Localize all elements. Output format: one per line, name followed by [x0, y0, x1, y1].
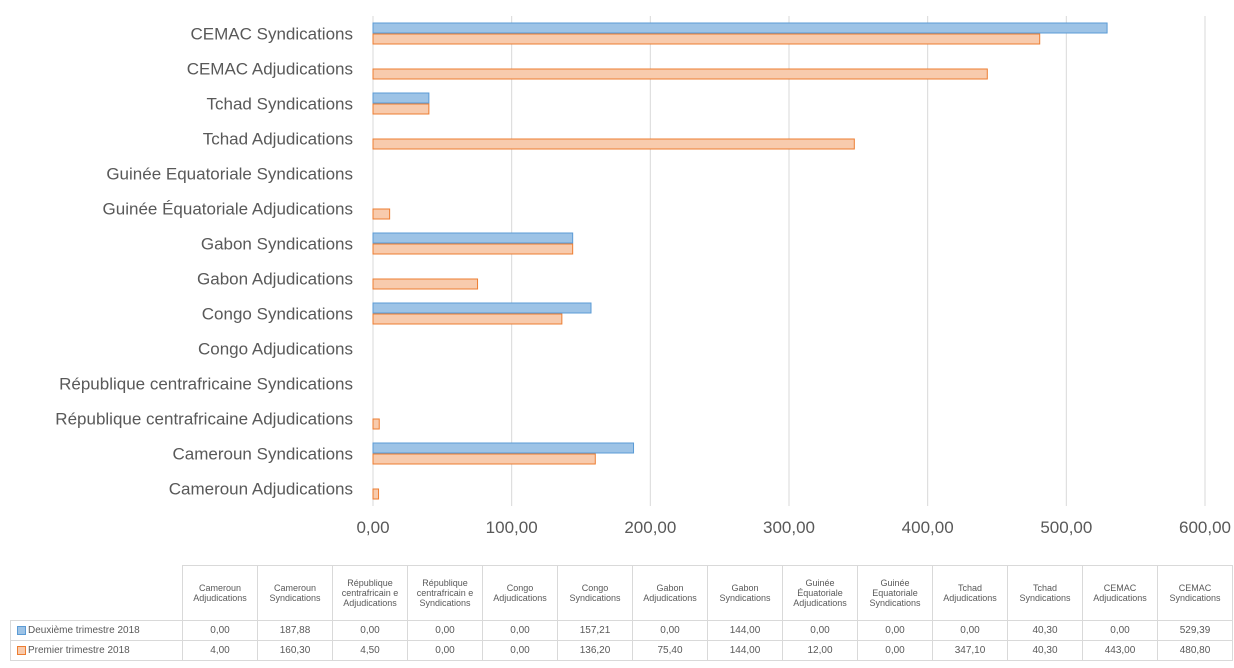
table-cell: 0,00 — [482, 640, 558, 661]
table-cell: 0,00 — [182, 620, 258, 641]
table-cell: 160,30 — [257, 640, 333, 661]
bar — [372, 22, 1108, 34]
table-row: Premier trimestre 2018 4,00 160,30 4,50 0,00… — [10, 640, 1233, 661]
table-column-header: Cameroun Adjudications — [182, 565, 258, 621]
table-cell: 480,80 — [1157, 640, 1233, 661]
category-label: Gabon Adjudications — [197, 270, 353, 289]
table-cell: 347,10 — [932, 640, 1008, 661]
bar-chart: Cameroun Adjudications Cameroun Syndicati… — [55, 16, 1231, 537]
table-column-header: CEMAC Adjudications — [1082, 565, 1158, 621]
table-cell: 0,00 — [407, 620, 483, 641]
category-label: Cameroun Syndications — [173, 445, 353, 464]
x-tick-label: 400,00 — [902, 518, 954, 537]
bar — [372, 453, 596, 465]
table-column-header: Guinée Equatoriale Syndications — [857, 565, 933, 621]
legend-key — [17, 645, 26, 655]
category-label: République centrafricaine Adjudications — [55, 410, 353, 429]
table-cell: 4,00 — [182, 640, 258, 661]
table-column-header: Congo Syndications — [557, 565, 633, 621]
table-cell: 136,20 — [557, 640, 633, 661]
table-cell: 4,50 — [332, 640, 408, 661]
table-row: Deuxième trimestre 2018 0,00 187,88 0,00 0,0… — [10, 620, 1233, 641]
bar — [372, 68, 988, 80]
category-label: Guinée Équatoriale Adjudications — [103, 200, 353, 219]
category-label: Guinée Equatoriale Syndications — [106, 165, 353, 184]
table-column-header: République centrafricain e Syndications — [407, 565, 483, 621]
table-cell: 0,00 — [407, 640, 483, 661]
bar — [372, 442, 635, 454]
table-header-row: Cameroun Adjudications Cameroun Syndicati… — [10, 565, 1233, 621]
table-column-header: Congo Adjudications — [482, 565, 558, 621]
table-cell: 40,30 — [1007, 640, 1083, 661]
table-column-header: Gabon Syndications — [707, 565, 783, 621]
table-column-header: Gabon Adjudications — [632, 565, 708, 621]
table-cell: 0,00 — [932, 620, 1008, 641]
bars — [372, 22, 1108, 500]
category-label: Congo Syndications — [202, 305, 353, 324]
x-axis-tick-labels: 0,00 100,00 200,00 300,00 400,00 500,00 600,00 — [356, 518, 1231, 537]
category-label: République centrafricaine Syndications — [59, 375, 353, 394]
bar — [372, 313, 563, 325]
table-cell: 157,21 — [557, 620, 633, 641]
table-corner — [10, 565, 183, 621]
table-cell: 0,00 — [1082, 620, 1158, 641]
bar — [372, 488, 380, 500]
category-label: CEMAC Syndications — [190, 25, 353, 44]
table-cell: 144,00 — [707, 620, 783, 641]
table-cell: 0,00 — [482, 620, 558, 641]
category-label: Tchad Adjudications — [203, 130, 353, 149]
category-label: Tchad Syndications — [207, 95, 353, 114]
bar — [372, 278, 479, 290]
legend-entry: Premier trimestre 2018 — [10, 640, 183, 661]
bar — [372, 103, 430, 115]
x-tick-label: 500,00 — [1040, 518, 1092, 537]
bar — [372, 243, 574, 255]
bar — [372, 232, 574, 244]
table-cell: 443,00 — [1082, 640, 1158, 661]
x-tick-label: 200,00 — [624, 518, 676, 537]
table-cell: 0,00 — [782, 620, 858, 641]
bar — [372, 302, 592, 314]
series-name: Deuxième trimestre 2018 — [28, 624, 140, 636]
table-cell: 75,40 — [632, 640, 708, 661]
table-cell: 529,39 — [1157, 620, 1233, 641]
table-cell: 40,30 — [1007, 620, 1083, 641]
x-tick-label: 100,00 — [486, 518, 538, 537]
bar — [372, 208, 391, 220]
table-cell: 144,00 — [707, 640, 783, 661]
bar — [372, 33, 1041, 45]
legend-entry: Deuxième trimestre 2018 — [10, 620, 183, 641]
gridlines — [372, 16, 1206, 506]
bar — [372, 138, 855, 150]
table-column-header: République centrafricain e Adjudications — [332, 565, 408, 621]
x-tick-label: 0,00 — [356, 518, 389, 537]
table-cell: 0,00 — [332, 620, 408, 641]
table-cell: 12,00 — [782, 640, 858, 661]
table-column-header: Guinée Équatoriale Adjudications — [782, 565, 858, 621]
legend-key — [17, 625, 26, 635]
category-label: Cameroun Adjudications — [169, 480, 353, 499]
table-cell: 0,00 — [857, 640, 933, 661]
category-label: Gabon Syndications — [201, 235, 353, 254]
x-tick-label: 300,00 — [763, 518, 815, 537]
x-tick-label: 600,00 — [1179, 518, 1231, 537]
table-column-header: Tchad Syndications — [1007, 565, 1083, 621]
table-cell: 0,00 — [857, 620, 933, 641]
bar — [372, 92, 430, 104]
category-label: CEMAC Adjudications — [187, 60, 353, 79]
category-labels: Cameroun Adjudications Cameroun Syndicati… — [55, 25, 353, 499]
table-cell: 187,88 — [257, 620, 333, 641]
table-column-header: Cameroun Syndications — [257, 565, 333, 621]
table-cell: 0,00 — [632, 620, 708, 641]
table-column-header: CEMAC Syndications — [1157, 565, 1233, 621]
data-table: Cameroun Adjudications Cameroun Syndicati… — [10, 565, 1233, 661]
category-label: Congo Adjudications — [198, 340, 353, 359]
table-column-header: Tchad Adjudications — [932, 565, 1008, 621]
bar — [372, 418, 380, 430]
series-name: Premier trimestre 2018 — [28, 644, 130, 656]
